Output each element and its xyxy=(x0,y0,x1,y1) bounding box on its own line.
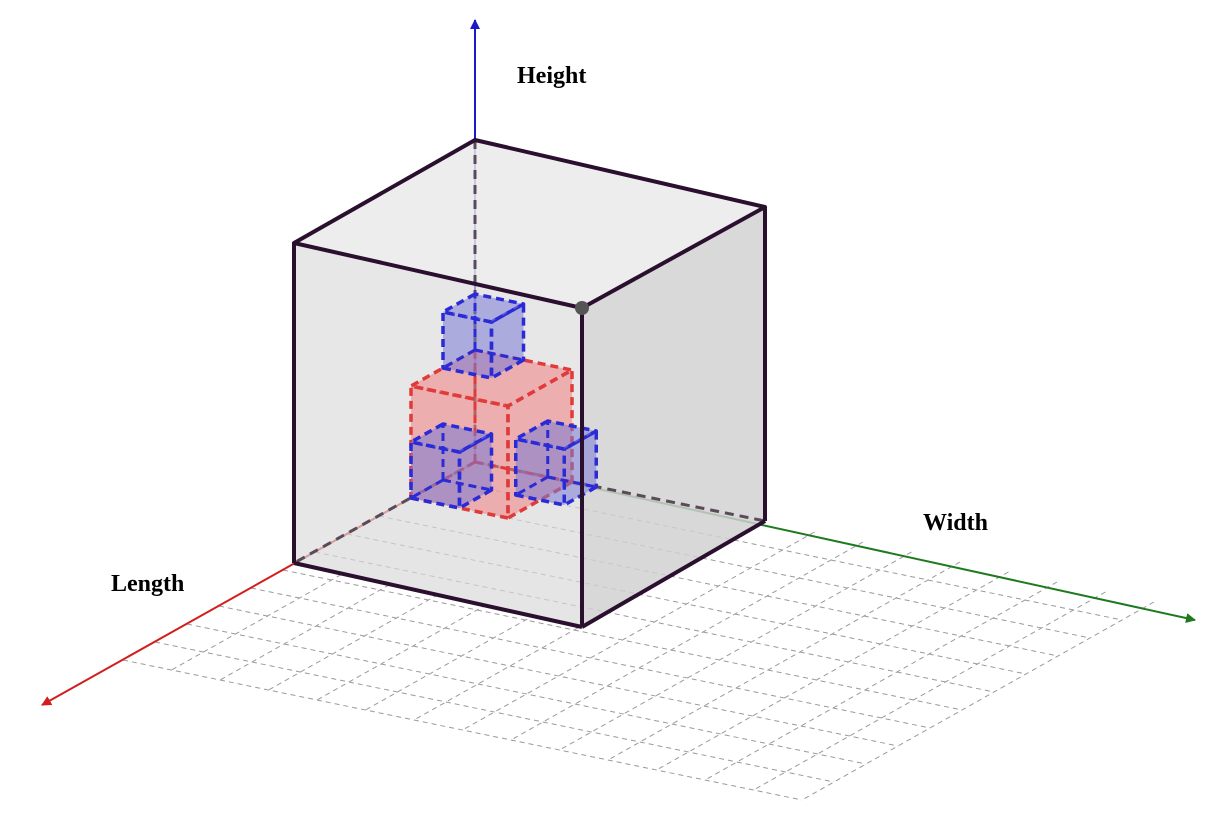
grid-line xyxy=(122,659,803,801)
length-axis-label: Length xyxy=(111,571,184,597)
cube-face xyxy=(409,422,494,454)
small-cubes xyxy=(409,292,598,520)
cube-hidden-edge xyxy=(547,475,597,489)
box-edge-bottom-front xyxy=(293,561,583,629)
box-edge-bottom-right xyxy=(580,519,767,629)
grid-line xyxy=(314,551,995,693)
cube-hidden-edge xyxy=(410,478,444,500)
grid-line xyxy=(607,561,961,761)
grid-line xyxy=(704,581,1058,781)
grid-line xyxy=(346,533,1027,675)
grid-line xyxy=(316,604,487,701)
grid-line xyxy=(801,601,1155,801)
cube-face xyxy=(441,292,526,324)
box-top-face xyxy=(294,140,765,308)
corner-point[interactable] xyxy=(575,301,589,315)
grid-line xyxy=(171,574,342,671)
grid-line xyxy=(462,531,815,731)
grid-line xyxy=(186,623,867,765)
cube-hidden-edge xyxy=(442,478,492,492)
grid-line xyxy=(753,591,1106,791)
cube-hidden-edge xyxy=(442,348,476,370)
grid-line xyxy=(559,551,912,751)
grid-line xyxy=(218,605,899,747)
grid-line xyxy=(656,571,1009,771)
width-axis-label: Width xyxy=(923,510,988,536)
blue-cube-left xyxy=(409,422,494,510)
grid-line xyxy=(154,641,835,783)
cube-hidden-edge xyxy=(515,475,549,497)
box-right-face xyxy=(582,207,765,627)
grid-line xyxy=(442,479,1123,621)
box-visible-edges xyxy=(292,138,767,629)
grid-line xyxy=(250,587,931,729)
blue-cube-top xyxy=(441,292,526,380)
grid-line xyxy=(282,569,963,711)
floor-grid xyxy=(122,479,1155,801)
grid-line xyxy=(410,497,1091,639)
cube-face xyxy=(514,419,598,451)
grid-line xyxy=(365,614,536,711)
grid-line xyxy=(378,515,1059,657)
height-axis-label: Height xyxy=(517,63,586,89)
grid-line xyxy=(219,584,390,681)
container-box xyxy=(293,140,766,627)
cube-hidden-edge xyxy=(474,348,524,362)
grid-line xyxy=(268,594,439,691)
grid-line xyxy=(510,541,864,741)
blue-cube-right xyxy=(514,419,598,507)
